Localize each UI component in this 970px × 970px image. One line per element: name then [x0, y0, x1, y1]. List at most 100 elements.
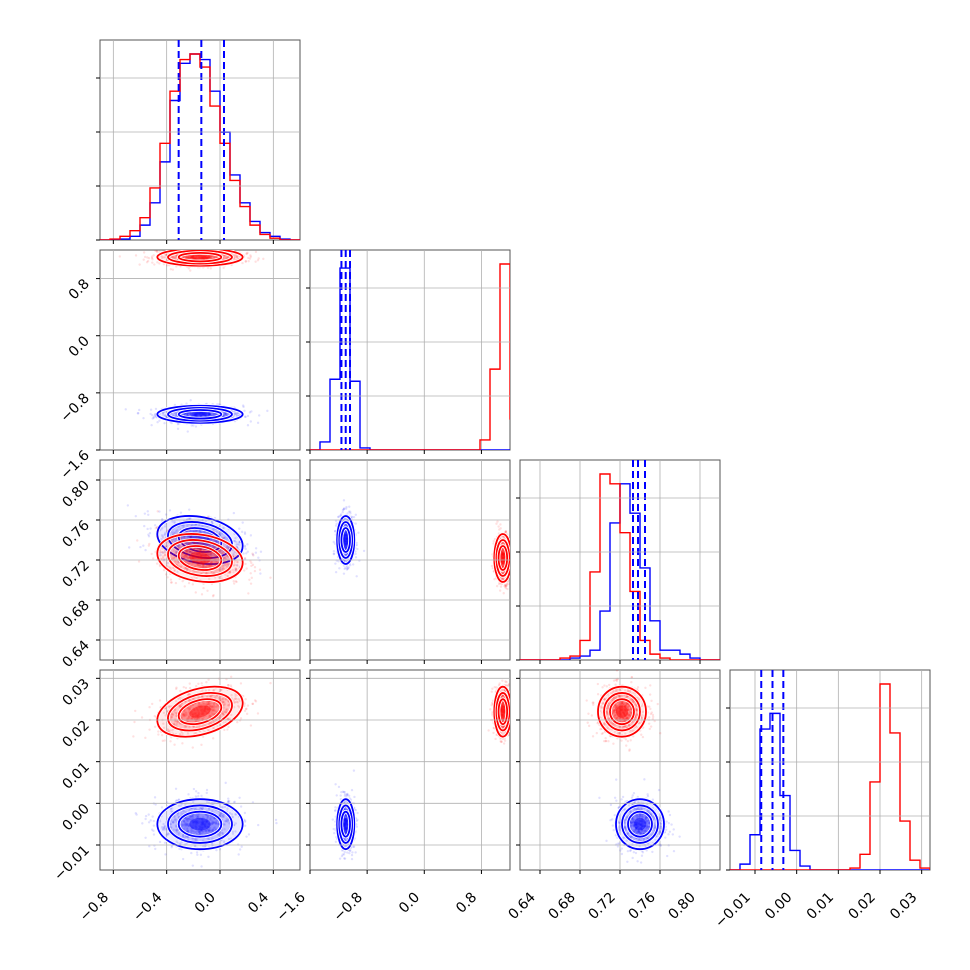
scatter-point — [198, 413, 202, 417]
scatter-point — [202, 564, 205, 567]
scatter-point — [198, 557, 201, 560]
scatter-point — [202, 256, 205, 259]
scatter-point — [169, 822, 172, 825]
scatter-point — [174, 546, 177, 549]
scatter-point — [231, 568, 235, 572]
scatter-point — [187, 816, 190, 820]
scatter-point — [511, 574, 513, 576]
scatter-point — [344, 534, 347, 537]
scatter-point — [164, 827, 167, 830]
scatter-point — [164, 253, 168, 256]
scatter-point — [501, 578, 504, 581]
scatter-point — [203, 413, 207, 417]
scatter-point — [158, 419, 161, 422]
scatter-point — [503, 560, 506, 564]
scatter-point — [190, 556, 194, 560]
scatter-point — [206, 822, 210, 825]
scatter-point — [342, 539, 346, 542]
scatter-point — [185, 535, 189, 538]
scatter-point — [189, 819, 193, 823]
scatter-point — [236, 564, 239, 567]
scatter-point — [174, 787, 178, 790]
scatter-point — [209, 538, 212, 541]
scatter-point — [199, 549, 203, 553]
scatter-point — [191, 821, 195, 825]
scatter-point — [345, 539, 348, 542]
scatter-point — [205, 412, 208, 415]
scatter-point — [197, 411, 200, 415]
scatter-point — [200, 255, 203, 259]
scatter-point — [207, 413, 211, 417]
scatter-point — [139, 545, 142, 549]
scatter-point — [163, 554, 167, 557]
scatter-point — [174, 255, 177, 258]
scatter-point — [186, 413, 189, 416]
scatter-point — [163, 825, 166, 828]
scatter-point — [166, 529, 169, 533]
scatter-point — [199, 413, 203, 417]
scatter-point — [500, 551, 504, 555]
scatter-point — [343, 533, 347, 537]
scatter-point — [205, 245, 207, 247]
scatter-point — [244, 562, 247, 566]
histogram-red — [310, 263, 510, 450]
scatter-point — [179, 536, 182, 540]
scatter-point — [206, 256, 210, 259]
scatter-point — [259, 572, 262, 575]
scatter-point — [344, 546, 347, 549]
scatter-point — [203, 824, 207, 827]
scatter-point — [199, 820, 203, 824]
scatter-point — [344, 537, 347, 540]
density-fill-red — [500, 552, 505, 564]
scatter-point — [192, 414, 196, 418]
scatter-point — [198, 256, 202, 259]
scatter-point — [201, 257, 204, 260]
scatter-point — [346, 537, 349, 541]
scatter-point — [164, 545, 167, 548]
scatter-point — [190, 541, 193, 544]
scatter-point — [228, 571, 231, 575]
scatter-point — [163, 824, 167, 828]
scatter-point — [146, 527, 149, 531]
scatter-point — [241, 404, 245, 407]
scatter-point — [195, 820, 199, 824]
scatter-point — [498, 528, 501, 531]
scatter-point — [249, 255, 253, 258]
scatter-point — [183, 585, 186, 588]
scatter-point — [163, 525, 167, 528]
scatter-point — [188, 535, 192, 539]
scatter-point — [206, 814, 209, 817]
scatter-point — [172, 531, 176, 534]
scatter-point — [190, 815, 194, 819]
scatter-point — [218, 568, 221, 572]
scatter-point — [168, 566, 171, 569]
scatter-point — [502, 562, 505, 565]
scatter-point — [248, 257, 252, 260]
scatter-point — [246, 414, 250, 418]
scatter-point — [208, 254, 211, 258]
scatter-point — [203, 257, 206, 261]
histogram-blue — [520, 483, 720, 660]
scatter-point — [503, 584, 506, 588]
scatter-point — [344, 553, 348, 557]
scatter-point — [187, 823, 190, 826]
scatter-point — [232, 582, 236, 585]
scatter-point — [226, 555, 229, 558]
scatter-point — [211, 828, 215, 831]
scatter-point — [243, 824, 247, 827]
scatter-point — [195, 820, 198, 824]
scatter-point — [234, 254, 237, 257]
scatter-point — [181, 552, 184, 556]
scatter-point — [187, 256, 190, 259]
scatter-point — [200, 412, 203, 415]
scatter-point — [342, 538, 345, 542]
scatter-point — [343, 537, 346, 540]
scatter-point — [210, 556, 213, 559]
scatter-point — [212, 821, 216, 824]
scatter-point — [199, 411, 203, 414]
scatter-point — [223, 560, 227, 563]
scatter-point — [504, 586, 508, 590]
scatter-point — [192, 554, 196, 558]
scatter-point — [213, 562, 216, 566]
scatter-point — [185, 256, 189, 259]
